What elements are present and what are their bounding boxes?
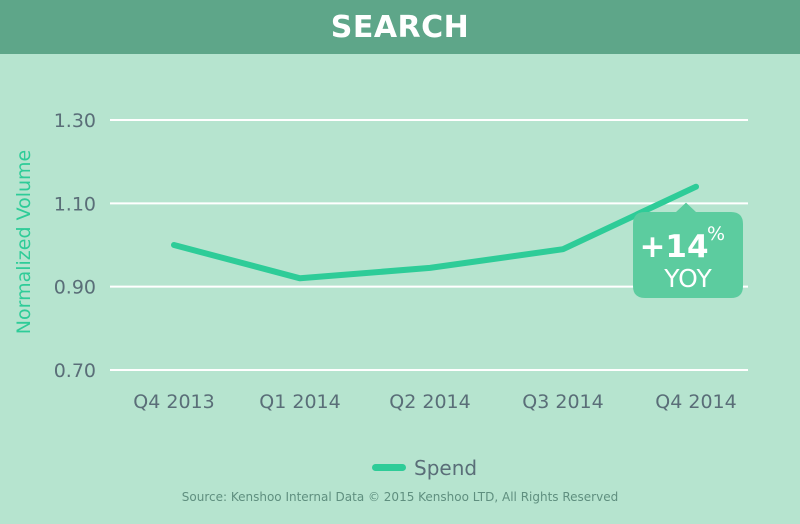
legend-swatch-spend bbox=[372, 464, 406, 471]
y-tick-label: 0.70 bbox=[54, 360, 96, 382]
series-line-spend bbox=[174, 187, 696, 279]
yoy-callout: +14 % YOY bbox=[633, 203, 743, 298]
x-tick-label: Q2 2014 bbox=[389, 391, 470, 413]
legend: Spend bbox=[372, 456, 477, 480]
source-footnote: Source: Kenshoo Internal Data © 2015 Ken… bbox=[0, 490, 800, 504]
header-bar: SEARCH bbox=[0, 0, 800, 54]
x-tick-label: Q3 2014 bbox=[522, 391, 603, 413]
x-tick-label: Q1 2014 bbox=[259, 391, 340, 413]
y-tick-labels: 0.70 0.90 1.10 1.30 bbox=[54, 110, 96, 382]
x-tick-label: Q4 2013 bbox=[133, 391, 214, 413]
x-tick-label: Q4 2014 bbox=[655, 391, 736, 413]
callout-unit: % bbox=[707, 223, 725, 245]
y-tick-label: 0.90 bbox=[54, 277, 96, 299]
callout-value: +14 bbox=[639, 229, 708, 265]
line-chart: 0.70 0.90 1.10 1.30 Q4 2013 Q1 2014 Q2 2014 Q3… bbox=[0, 54, 800, 519]
callout-label: YOY bbox=[663, 264, 712, 293]
chart-area: 0.70 0.90 1.10 1.30 Q4 2013 Q1 2014 Q2 2014 Q3… bbox=[0, 54, 800, 519]
chart-title: SEARCH bbox=[331, 10, 470, 45]
y-tick-label: 1.10 bbox=[54, 193, 96, 215]
legend-label-spend: Spend bbox=[414, 456, 477, 480]
series-layer bbox=[174, 187, 696, 279]
x-tick-labels: Q4 2013 Q1 2014 Q2 2014 Q3 2014 Q4 2014 bbox=[133, 391, 736, 413]
y-tick-label: 1.30 bbox=[54, 110, 96, 132]
y-axis-label: Normalized Volume bbox=[13, 150, 35, 334]
